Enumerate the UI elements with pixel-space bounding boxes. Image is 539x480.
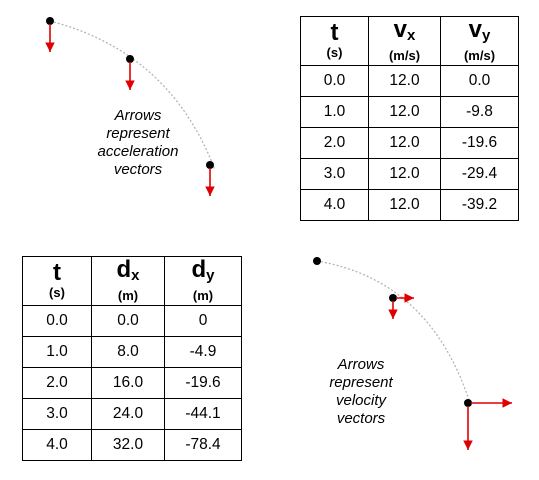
header-symbol: t (53, 259, 61, 286)
column-header-time: t (s) (22, 256, 92, 306)
table-cell: 12.0 (368, 127, 441, 159)
header-unit: (m/s) (388, 48, 421, 63)
ball (126, 55, 134, 63)
caption-line: represent (106, 125, 170, 142)
header-unit: (m/s) (463, 48, 496, 63)
table-cell: 12.0 (368, 65, 441, 97)
header-symbol: d (116, 256, 132, 283)
table-cell: -19.6 (164, 367, 242, 399)
table-cell: 12.0 (368, 158, 441, 190)
trajectory-path (49, 20, 216, 171)
table-row: 4.0 12.0 -39.2 (300, 189, 519, 221)
table-cell: -29.4 (440, 158, 519, 190)
table-cell: -4.9 (164, 336, 242, 368)
table-cell: 3.0 (300, 158, 369, 190)
table-header-row: t (s) vx (m/s) vy (m/s) (300, 16, 519, 66)
table-row: 3.0 24.0 -44.1 (22, 398, 242, 430)
header-unit: (s) (326, 45, 343, 60)
acceleration-caption: Arrows represent acceleration vectors (78, 107, 198, 179)
ball (313, 257, 321, 265)
table-cell: 1.0 (22, 336, 92, 368)
ball (464, 399, 472, 407)
caption-line: Arrows (114, 107, 162, 124)
table-cell: 0.0 (91, 305, 165, 337)
ball (389, 294, 397, 302)
caption-line: Arrows (337, 356, 385, 373)
table-cell: 32.0 (91, 429, 165, 461)
table-row: 2.0 12.0 -19.6 (300, 127, 519, 159)
table-cell: 4.0 (22, 429, 92, 461)
header-subscript: x (407, 27, 416, 44)
column-header-dy: dy (m) (164, 256, 242, 306)
table-cell: 24.0 (91, 398, 165, 430)
table-cell: -44.1 (164, 398, 242, 430)
column-header-dx: dx (m) (91, 256, 165, 306)
velocity-table: t (s) vx (m/s) vy (m/s) 0.0 12.0 0.0 1.0… (300, 16, 519, 221)
table-cell: 2.0 (300, 127, 369, 159)
column-header-vy: vy (m/s) (440, 16, 519, 66)
table-row: 0.0 0.0 0 (22, 305, 242, 337)
table-cell: 3.0 (22, 398, 92, 430)
caption-line: vectors (336, 410, 386, 427)
table-cell: 12.0 (368, 189, 441, 221)
table-row: 1.0 8.0 -4.9 (22, 336, 242, 368)
column-header-time: t (s) (300, 16, 369, 66)
acceleration-diagram (45, 17, 216, 196)
header-symbol: t (330, 19, 339, 46)
velocity-caption: Arrows represent velocity vectors (306, 356, 416, 428)
header-symbol: d (191, 256, 207, 283)
column-header-vx: vx (m/s) (368, 16, 441, 66)
table-cell: 16.0 (91, 367, 165, 399)
table-cell: -19.6 (440, 127, 519, 159)
caption-line: acceleration (97, 143, 179, 160)
table-cell: 0.0 (440, 65, 519, 97)
caption-line: vectors (113, 161, 163, 178)
table-cell: -78.4 (164, 429, 242, 461)
header-unit: (s) (49, 285, 65, 300)
table-cell: 0.0 (22, 305, 92, 337)
table-cell: 2.0 (22, 367, 92, 399)
table-cell: 0 (164, 305, 242, 337)
ball (46, 17, 54, 25)
table-row: 4.0 32.0 -78.4 (22, 429, 242, 461)
table-row: 0.0 12.0 0.0 (300, 65, 519, 97)
table-cell: 1.0 (300, 96, 369, 128)
table-header-row: t (s) dx (m) dy (m) (22, 256, 242, 306)
table-cell: 0.0 (300, 65, 369, 97)
header-subscript: y (482, 27, 491, 44)
caption-line: velocity (335, 392, 387, 409)
caption-line: represent (329, 374, 393, 391)
table-row: 2.0 16.0 -19.6 (22, 367, 242, 399)
table-cell: 8.0 (91, 336, 165, 368)
header-unit: (m) (192, 288, 214, 303)
table-cell: 12.0 (368, 96, 441, 128)
table-cell: 4.0 (300, 189, 369, 221)
table-cell: -9.8 (440, 96, 519, 128)
header-subscript: x (131, 267, 140, 284)
velocity-diagram (313, 257, 512, 450)
table-row: 3.0 12.0 -29.4 (300, 158, 519, 190)
table-cell: -39.2 (440, 189, 519, 221)
header-subscript: y (206, 267, 215, 284)
displacement-table: t (s) dx (m) dy (m) 0.0 0.0 0 1.0 8.0 -4… (22, 256, 242, 461)
trajectory-path (316, 260, 471, 404)
header-symbol: v (393, 16, 407, 43)
table-row: 1.0 12.0 -9.8 (300, 96, 519, 128)
header-symbol: v (468, 16, 482, 43)
ball (206, 161, 214, 169)
header-unit: (m) (117, 288, 139, 303)
